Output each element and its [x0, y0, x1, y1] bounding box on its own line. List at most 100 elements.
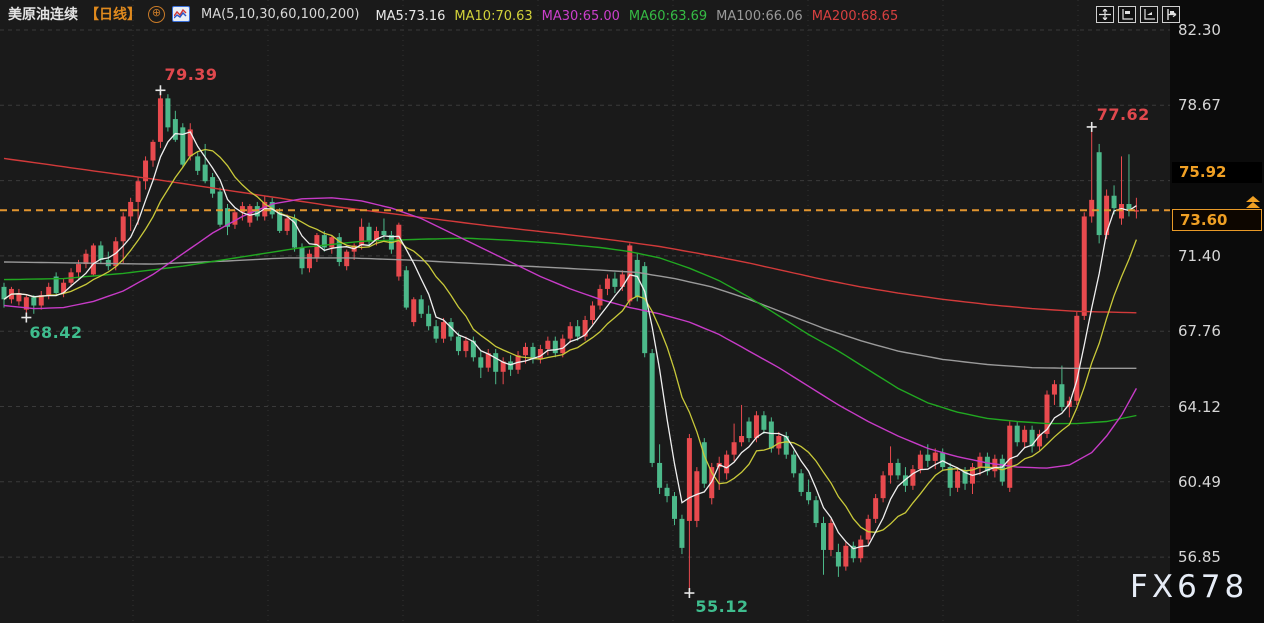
axis-tick-label: 82.30: [1178, 21, 1221, 39]
candle: [835, 543, 841, 577]
candle: [448, 317, 454, 341]
candle: [716, 456, 722, 490]
axis-flag-left-icon[interactable]: [1118, 6, 1136, 23]
chart-toolbar: [1096, 6, 1180, 23]
candlestick-series[interactable]: [1, 90, 1139, 594]
axis-tick-label: 56.85: [1178, 548, 1221, 567]
price-up-arrow-icon: [1246, 196, 1260, 202]
candle: [508, 355, 514, 376]
high-price-annotation: 77.62: [1096, 104, 1150, 124]
candle: [843, 541, 849, 571]
candle: [1074, 311, 1080, 405]
candle: [441, 317, 447, 343]
axis-tick-label: 67.76: [1178, 322, 1221, 341]
chart-header: 美原油连续 【日线】 ⊕ MA(5,10,30,60,100,200) MA5:…: [8, 3, 898, 25]
candle: [821, 516, 826, 575]
period-label[interactable]: 【日线】: [85, 7, 141, 23]
candle: [210, 172, 216, 198]
price-up-arrow-icon: [1246, 202, 1260, 208]
candle: [46, 282, 52, 300]
candle: [850, 541, 856, 563]
axis-flag-right-icon[interactable]: [1140, 6, 1158, 23]
candle: [679, 514, 685, 555]
candle: [739, 404, 745, 447]
ma-line-ma60: [3, 237, 1137, 425]
candle: [1059, 365, 1065, 412]
candle: [195, 152, 201, 176]
move-crosshair-icon[interactable]: [1096, 6, 1114, 23]
candle: [1133, 197, 1139, 219]
candle: [552, 336, 558, 358]
candle: [955, 467, 961, 492]
ma-line-ma200: [3, 157, 1137, 314]
candle: [545, 336, 551, 356]
candle: [537, 344, 543, 364]
candle: [150, 139, 156, 167]
candle: [1014, 421, 1020, 447]
candle: [366, 222, 372, 246]
candle: [791, 450, 797, 478]
candle: [165, 94, 171, 132]
candle: [284, 214, 290, 236]
candle: [336, 233, 342, 267]
candle: [992, 454, 998, 478]
candle: [895, 458, 901, 480]
ma-legend-value: MA5:73.16: [375, 8, 446, 24]
candle: [806, 479, 812, 505]
alert-price-badge: 75.92: [1172, 162, 1262, 184]
candle: [888, 446, 894, 484]
high-price-annotation: 79.39: [164, 65, 218, 85]
candle: [306, 249, 312, 273]
low-price-annotation: 68.42: [29, 322, 83, 342]
candle: [523, 342, 528, 364]
candle: [1089, 126, 1095, 223]
candle: [239, 201, 245, 221]
symbol-title: 美原油连续: [8, 7, 78, 23]
candle: [1051, 380, 1057, 405]
candle: [98, 241, 104, 265]
candle: [932, 448, 938, 470]
ma-legend-value: MA200:68.65: [811, 8, 899, 24]
candle: [604, 274, 610, 296]
chart-type-icon[interactable]: [172, 6, 190, 22]
candle: [664, 483, 670, 503]
axis-tick-label: 64.12: [1178, 397, 1221, 416]
pan-right-icon[interactable]: [1162, 6, 1180, 23]
candle: [813, 496, 819, 528]
candle: [1111, 185, 1117, 215]
candle: [970, 462, 975, 495]
candle: [642, 262, 648, 358]
candle: [984, 452, 990, 476]
candle: [455, 332, 461, 356]
candle: [701, 438, 707, 488]
indicator-settings-icon[interactable]: ⊕: [148, 5, 165, 23]
candle: [470, 336, 476, 362]
candle: [411, 297, 417, 327]
candle: [1096, 143, 1102, 244]
price-axis-panel[interactable]: [1170, 0, 1264, 623]
ma-legend: MA5:73.16 MA10:70.63 MA30:65.00 MA60:63.69 M…: [366, 5, 898, 24]
watermark: FX678: [1130, 569, 1249, 605]
candle: [128, 197, 134, 231]
candle: [694, 467, 700, 528]
gridlines: [0, 0, 1170, 623]
candle: [493, 349, 499, 385]
candle: [657, 444, 663, 495]
ma-legend-value: MA30:65.00: [541, 8, 620, 24]
ma-legend-value: MA100:66.06: [716, 8, 803, 24]
ma-parameters-label: MA(5,10,30,60,100,200): [201, 6, 360, 22]
last-price-badge: 73.60: [1172, 209, 1262, 232]
candle: [187, 123, 193, 161]
low-price-annotation: 55.12: [695, 597, 749, 617]
candle: [463, 336, 469, 358]
candle: [798, 469, 804, 497]
ma-legend-value: MA10:70.63: [454, 8, 533, 24]
candle: [180, 123, 186, 167]
candle: [672, 491, 677, 526]
candle: [16, 288, 22, 306]
candle: [530, 342, 536, 364]
plot-background[interactable]: [0, 0, 1170, 623]
candle: [746, 417, 752, 443]
candle: [485, 349, 491, 372]
